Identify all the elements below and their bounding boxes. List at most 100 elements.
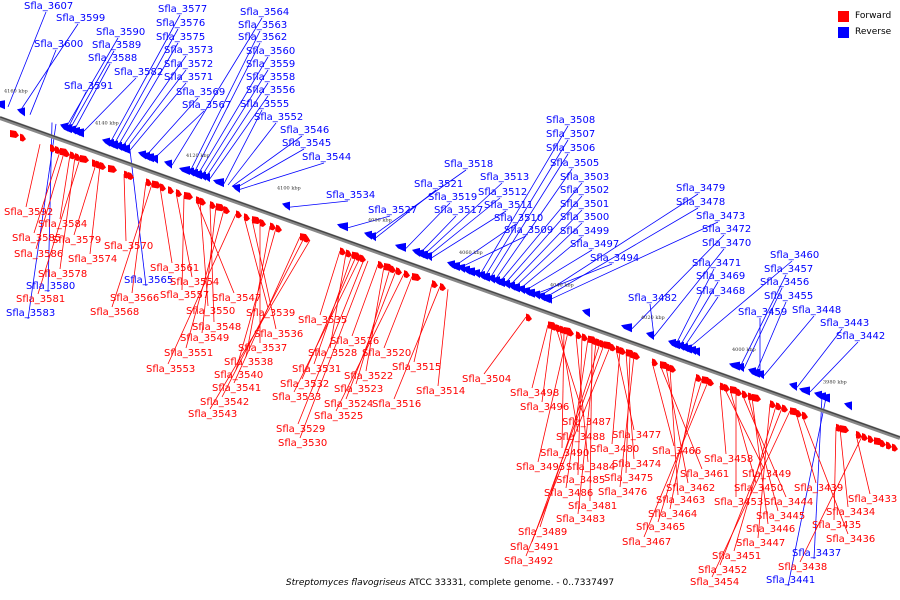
gene-label[interactable]: Sfla_3531 [292, 364, 341, 375]
gene-label[interactable]: Sfla_3555 [240, 99, 289, 110]
gene-label[interactable]: Sfla_3436 [826, 534, 875, 545]
gene-label[interactable]: Sfla_3589 [92, 40, 141, 51]
gene-label[interactable]: Sfla_3471 [692, 258, 741, 269]
gene-label[interactable]: Sfla_3550 [186, 306, 235, 317]
gene-label[interactable]: Sfla_3588 [88, 53, 137, 64]
gene-label[interactable]: Sfla_3527 [368, 205, 417, 216]
gene-label[interactable]: Sfla_3526 [330, 336, 379, 347]
gene-label[interactable]: Sfla_3540 [214, 370, 263, 381]
gene-label[interactable]: Sfla_3480 [590, 444, 639, 455]
gene-label[interactable]: Sfla_3561 [150, 263, 199, 274]
gene-label[interactable]: Sfla_3545 [282, 138, 331, 149]
gene-label[interactable]: Sfla_3498 [510, 388, 559, 399]
gene-label[interactable]: Sfla_3529 [276, 424, 325, 435]
gene-label[interactable]: Sfla_3536 [254, 329, 303, 340]
gene-label[interactable]: Sfla_3469 [696, 271, 745, 282]
gene-label[interactable]: Sfla_3502 [560, 185, 609, 196]
gene-label[interactable]: Sfla_3472 [702, 224, 751, 235]
gene-label[interactable]: Sfla_3573 [164, 45, 213, 56]
gene-label[interactable]: Sfla_3490 [540, 448, 589, 459]
gene-label[interactable]: Sfla_3563 [238, 20, 287, 31]
gene-label[interactable]: Sfla_3510 [494, 213, 543, 224]
gene-label[interactable]: Sfla_3507 [546, 129, 595, 140]
gene-label[interactable]: Sfla_3543 [188, 409, 237, 420]
gene-label[interactable]: Sfla_3530 [278, 438, 327, 449]
gene-label[interactable]: Sfla_3590 [96, 27, 145, 38]
gene-label[interactable]: Sfla_3538 [224, 357, 273, 368]
gene-label[interactable]: Sfla_3500 [560, 212, 609, 223]
gene-label[interactable]: Sfla_3522 [344, 371, 393, 382]
gene-label[interactable]: Sfla_3535 [298, 315, 347, 326]
gene-label[interactable]: Sfla_3475 [604, 473, 653, 484]
gene-label[interactable]: Sfla_3504 [462, 374, 511, 385]
gene-label[interactable]: Sfla_3571 [164, 72, 213, 83]
gene-label[interactable]: Sfla_3599 [56, 13, 105, 24]
gene-label[interactable]: Sfla_3585 [12, 233, 61, 244]
gene-label[interactable]: Sfla_3463 [656, 495, 705, 506]
gene-label[interactable]: Sfla_3552 [254, 112, 303, 123]
gene-label[interactable]: Sfla_3435 [812, 520, 861, 531]
gene-label[interactable]: Sfla_3517 [434, 205, 483, 216]
gene-label[interactable]: Sfla_3520 [362, 348, 411, 359]
gene-label[interactable]: Sfla_3505 [550, 158, 599, 169]
gene-label[interactable]: Sfla_3492 [504, 556, 553, 567]
gene-label[interactable]: Sfla_3434 [826, 507, 875, 518]
gene-label[interactable]: Sfla_3499 [560, 226, 609, 237]
gene-label[interactable]: Sfla_3534 [326, 190, 375, 201]
gene-label[interactable]: Sfla_3577 [158, 4, 207, 15]
gene-label[interactable]: Sfla_3466 [652, 446, 701, 457]
gene-label[interactable]: Sfla_3537 [238, 343, 287, 354]
gene-label[interactable]: Sfla_3591 [64, 81, 113, 92]
gene-label[interactable]: Sfla_3489 [518, 527, 567, 538]
gene-label[interactable]: Sfla_3574 [68, 254, 117, 265]
gene-label[interactable]: Sfla_3512 [478, 187, 527, 198]
gene-label[interactable]: Sfla_3564 [240, 7, 289, 18]
gene-label[interactable]: Sfla_3532 [280, 379, 329, 390]
gene-label[interactable]: Sfla_3485 [556, 475, 605, 486]
gene-label[interactable]: Sfla_3442 [836, 331, 885, 342]
gene-label[interactable]: Sfla_3553 [146, 364, 195, 375]
gene-label[interactable]: Sfla_3459 [738, 307, 787, 318]
gene-label[interactable]: Sfla_3575 [156, 32, 205, 43]
gene-label[interactable]: Sfla_3569 [176, 87, 225, 98]
gene-label[interactable]: Sfla_3474 [612, 459, 661, 470]
gene-label[interactable]: Sfla_3465 [636, 522, 685, 533]
gene-label[interactable]: Sfla_3556 [246, 85, 295, 96]
gene-label[interactable]: Sfla_3566 [110, 293, 159, 304]
gene-label[interactable]: Sfla_3446 [746, 524, 795, 535]
gene-label[interactable]: Sfla_3565 [124, 275, 173, 286]
gene-label[interactable]: Sfla_3477 [612, 430, 661, 441]
gene-label[interactable]: Sfla_3580 [26, 281, 75, 292]
gene-label[interactable]: Sfla_3518 [444, 159, 493, 170]
gene-label[interactable]: Sfla_3514 [416, 386, 465, 397]
gene-label[interactable]: Sfla_3467 [622, 537, 671, 548]
gene-label[interactable]: Sfla_3511 [484, 200, 533, 211]
gene-label[interactable]: Sfla_3558 [246, 72, 295, 83]
gene-label[interactable]: Sfla_3508 [546, 115, 595, 126]
gene-label[interactable]: Sfla_3592 [4, 207, 53, 218]
gene-label[interactable]: Sfla_3578 [38, 269, 87, 280]
gene-label[interactable]: Sfla_3454 [690, 577, 739, 588]
gene-label[interactable]: Sfla_3570 [104, 241, 153, 252]
gene-label[interactable]: Sfla_3439 [794, 483, 843, 494]
gene-label[interactable]: Sfla_3576 [156, 18, 205, 29]
gene-label[interactable]: Sfla_3515 [392, 362, 441, 373]
gene-label[interactable]: Sfla_3478 [676, 197, 725, 208]
gene-label[interactable]: Sfla_3444 [764, 497, 813, 508]
gene-label[interactable]: Sfla_3464 [648, 509, 697, 520]
gene-label[interactable]: Sfla_3488 [556, 432, 605, 443]
gene-label[interactable]: Sfla_3457 [764, 264, 813, 275]
gene-label[interactable]: Sfla_3582 [114, 67, 163, 78]
gene-label[interactable]: Sfla_3441 [766, 575, 815, 586]
gene-label[interactable]: Sfla_3549 [180, 333, 229, 344]
gene-label[interactable]: Sfla_3456 [760, 277, 809, 288]
gene-label[interactable]: Sfla_3528 [308, 348, 357, 359]
gene-label[interactable]: Sfla_3450 [734, 483, 783, 494]
gene-label[interactable]: Sfla_3503 [560, 172, 609, 183]
gene-label[interactable]: Sfla_3542 [200, 397, 249, 408]
gene-label[interactable]: Sfla_3486 [544, 488, 593, 499]
gene-label[interactable]: Sfla_3581 [16, 294, 65, 305]
gene-label[interactable]: Sfla_3458 [704, 454, 753, 465]
gene-label[interactable]: Sfla_3494 [590, 253, 639, 264]
gene-label[interactable]: Sfla_3607 [24, 1, 73, 12]
